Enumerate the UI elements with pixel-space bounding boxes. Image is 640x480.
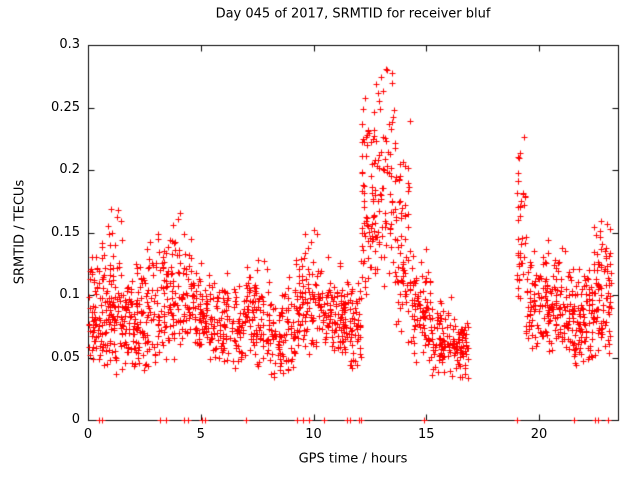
x-tick-label: 0 (83, 427, 93, 442)
chart-title: Day 045 of 2017, SRMTID for receiver blu… (215, 6, 491, 22)
y-tick-label: 0 (71, 412, 80, 427)
y-tick-label: 0.1 (59, 287, 80, 302)
y-tick-label: 0.05 (51, 349, 80, 365)
x-tick-label: 20 (530, 427, 548, 442)
x-tick-label: 10 (305, 427, 322, 442)
y-tick-label: 0.15 (51, 224, 80, 240)
x-tick-label: 15 (418, 427, 435, 442)
x-axis-label: GPS time / hours (298, 451, 408, 467)
x-tick-label: 5 (196, 427, 205, 442)
y-tick-label: 0.2 (59, 162, 80, 177)
y-tick-label: 0.3 (59, 37, 80, 52)
y-tick-label: 0.25 (51, 99, 80, 115)
